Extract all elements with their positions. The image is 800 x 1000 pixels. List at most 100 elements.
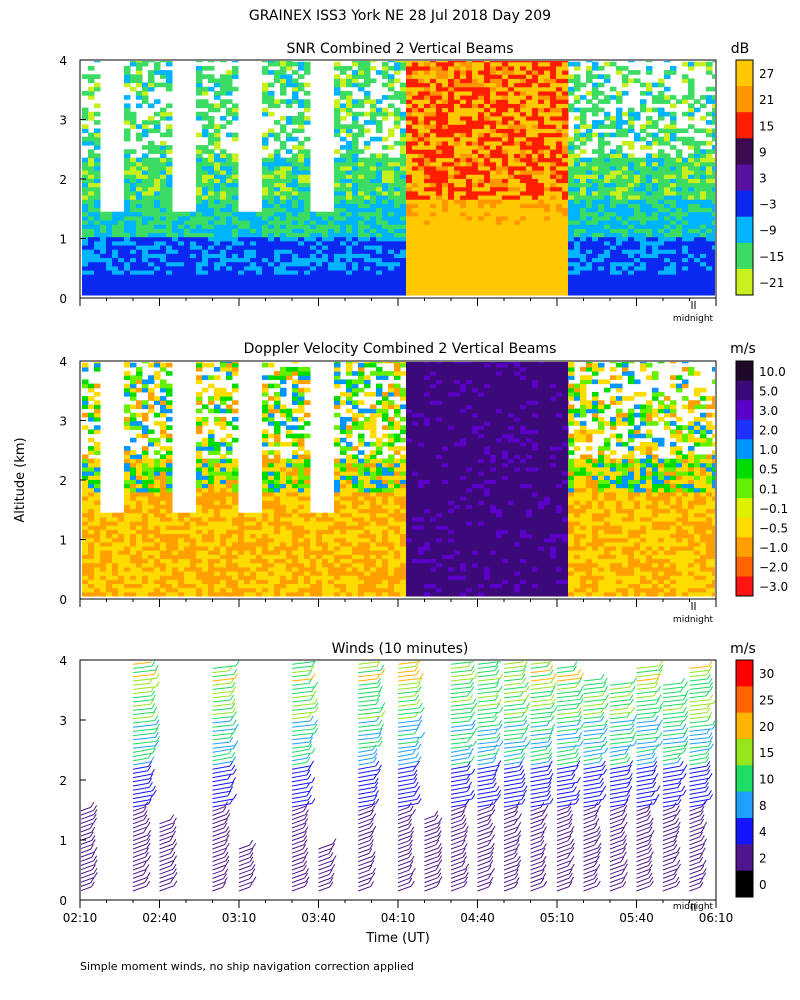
- heatmap-cell: [112, 541, 119, 547]
- heatmap-cell: [628, 178, 635, 184]
- heatmap-cell: [400, 90, 407, 96]
- heatmap-cell: [100, 257, 107, 263]
- heatmap-cell: [508, 270, 515, 275]
- heatmap-cell: [220, 170, 227, 175]
- heatmap-cell: [454, 145, 461, 150]
- heatmap-cell: [286, 253, 293, 259]
- heatmap-cell: [172, 249, 179, 254]
- heatmap-cell: [652, 170, 659, 175]
- heatmap-cell: [436, 240, 443, 246]
- heatmap-cell: [694, 107, 701, 113]
- heatmap-cell: [460, 140, 467, 146]
- heatmap-cell: [472, 224, 479, 229]
- heatmap-cell: [274, 257, 281, 263]
- heatmap-cell: [622, 236, 629, 242]
- doppler-panel: Doppler Velocity Combined 2 Vertical Bea…: [59, 341, 788, 625]
- heatmap-cell: [538, 111, 545, 117]
- heatmap-cell: [424, 65, 431, 71]
- heatmap-cell: [232, 278, 239, 284]
- heatmap-cell: [394, 124, 401, 129]
- heatmap-cell: [370, 182, 377, 188]
- heatmap-cell: [298, 261, 305, 267]
- heatmap-cell: [466, 99, 473, 104]
- heatmap-cell: [586, 157, 593, 163]
- heatmap-cell: [226, 99, 233, 104]
- heatmap-cell: [94, 199, 101, 204]
- heatmap-cell: [376, 186, 383, 192]
- heatmap-cell: [262, 136, 269, 142]
- heatmap-cell: [298, 120, 305, 125]
- heatmap-cell: [688, 249, 695, 254]
- heatmap-cell: [634, 249, 641, 254]
- heatmap-cell: [694, 220, 701, 225]
- heatmap-cell: [472, 236, 479, 242]
- heatmap-cell: [340, 157, 347, 163]
- heatmap-cell: [592, 207, 599, 213]
- heatmap-cell: [334, 228, 341, 234]
- heatmap-cell: [592, 74, 599, 79]
- heatmap-cell: [460, 78, 467, 84]
- heatmap-cell: [598, 190, 605, 196]
- heatmap-cell: [424, 61, 431, 63]
- heatmap-cell: [286, 170, 293, 175]
- heatmap-cell: [94, 103, 101, 109]
- heatmap-cell: [430, 149, 437, 154]
- heatmap-cell: [124, 153, 131, 159]
- heatmap-cell: [196, 245, 203, 250]
- heatmap-cell: [202, 261, 209, 267]
- heatmap-cell: [478, 120, 485, 125]
- heatmap-cell: [664, 278, 671, 284]
- heatmap-cell: [544, 86, 551, 92]
- heatmap-cell: [478, 174, 485, 179]
- heatmap-cell: [706, 195, 713, 200]
- heatmap-cell: [646, 211, 653, 217]
- heatmap-cell: [406, 82, 413, 88]
- heatmap-cell: [280, 265, 287, 271]
- heatmap-cell: [538, 140, 545, 146]
- heatmap-cell: [526, 290, 533, 296]
- heatmap-cell: [436, 86, 443, 92]
- heatmap-cell: [94, 362, 101, 364]
- heatmap-cell: [196, 90, 203, 96]
- heatmap-cell: [580, 107, 587, 113]
- heatmap-cell: [274, 61, 281, 67]
- heatmap-cell: [652, 186, 659, 192]
- heatmap-cell: [358, 290, 365, 296]
- heatmap-cell: [466, 153, 473, 159]
- heatmap-cell: [160, 211, 167, 217]
- heatmap-cell: [646, 199, 653, 204]
- heatmap-cell: [208, 61, 215, 63]
- heatmap-cell: [664, 207, 671, 213]
- heatmap-cell: [478, 220, 485, 225]
- heatmap-cell: [478, 207, 485, 213]
- heatmap-cell: [148, 270, 155, 275]
- heatmap-cell: [88, 74, 95, 79]
- heatmap-cell: [286, 186, 293, 192]
- heatmap-cell: [370, 236, 377, 242]
- heatmap-cell: [496, 140, 503, 146]
- heatmap-cell: [628, 157, 635, 163]
- heatmap-cell: [280, 282, 287, 288]
- heatmap-cell: [124, 207, 131, 213]
- heatmap-cell: [490, 161, 497, 167]
- heatmap-cell: [472, 111, 479, 117]
- heatmap-cell: [94, 290, 101, 296]
- heatmap-cell: [334, 170, 341, 175]
- heatmap-cell: [472, 95, 479, 100]
- heatmap-cell: [496, 115, 503, 121]
- heatmap-cell: [334, 249, 341, 254]
- heatmap-cell: [256, 245, 263, 250]
- heatmap-cell: [592, 157, 599, 163]
- heatmap-cell: [676, 249, 683, 254]
- heatmap-cell: [484, 157, 491, 163]
- heatmap-cell: [280, 115, 287, 121]
- heatmap-cell: [406, 199, 413, 204]
- heatmap-cell: [124, 215, 131, 221]
- heatmap-cell: [214, 282, 221, 288]
- heatmap-cell: [502, 78, 509, 84]
- heatmap-cell: [478, 132, 485, 138]
- heatmap-cell: [598, 132, 605, 138]
- heatmap-cell: [664, 236, 671, 242]
- heatmap-cell: [520, 215, 527, 221]
- heatmap-cell: [412, 232, 419, 238]
